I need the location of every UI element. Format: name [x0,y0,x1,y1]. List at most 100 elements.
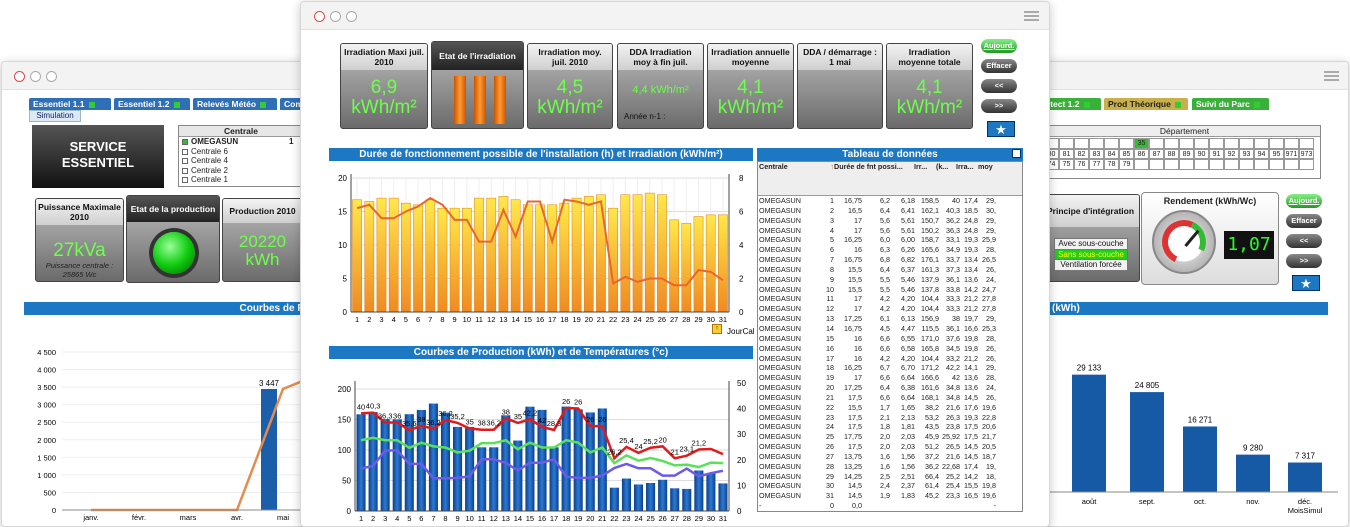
table-row[interactable]: OMEGASUN 16 16 6,6 6,58 165,8 34,5 19,8 26, [758,344,1022,354]
departement-cell[interactable]: 84 [1104,148,1119,159]
production-bar[interactable] [525,406,535,511]
table-row[interactable]: OMEGASUN 5 16,25 6,0 6,00 158,7 33,1 19,3 25,9 [758,235,1022,245]
maximize-dot[interactable] [346,11,357,22]
production-bar[interactable] [537,409,547,511]
departement-cell[interactable]: 973 [1299,148,1314,159]
table-row[interactable]: OMEGASUN 31 14,5 1,9 1,83 45,2 23,3 16,5 19,6 [758,491,1022,501]
production-bar[interactable] [621,478,631,511]
duration-bar[interactable] [669,219,679,313]
duration-bar[interactable] [718,214,728,313]
duration-bar[interactable] [474,197,484,313]
table-row[interactable]: OMEGASUN 13 17,25 6,1 6,13 156,9 38 19,7 29, [758,314,1022,324]
duration-bar[interactable] [681,222,692,313]
minimize-dot[interactable] [30,71,41,82]
tab-otect-1-2[interactable]: otect 1.2 [1041,98,1101,110]
production-bar[interactable] [380,419,390,511]
monthly-bar[interactable] [1130,392,1164,492]
duration-bar[interactable] [352,199,362,313]
departement-cell[interactable]: 95 [1269,148,1284,159]
departement-cell[interactable]: 81 [1059,148,1074,159]
duration-bar[interactable] [596,194,606,313]
production-bar[interactable] [706,473,716,511]
departement-cell[interactable]: 82 [1074,148,1089,159]
duration-bar[interactable] [401,202,411,313]
table-row[interactable]: OMEGASUN 7 16,75 6,8 6,82 176,1 33,7 13,4 26,5 [758,255,1022,265]
departement-cell[interactable] [1284,138,1299,149]
departement-cell[interactable]: 88 [1164,148,1179,159]
temp-min-line[interactable] [360,449,724,480]
centrale-item[interactable]: Centrale 1 [179,175,303,185]
table-row[interactable]: OMEGASUN 20 17,25 6,4 6,38 161,6 34,8 13,6 24, [758,383,1022,393]
departement-cell[interactable] [1089,138,1104,149]
table-row[interactable]: OMEGASUN 24 17,5 1,8 1,81 43,5 23,8 17,5 20,6 [758,422,1022,432]
duration-bar[interactable] [498,196,509,313]
departement-cell[interactable] [1164,159,1179,170]
production-bar[interactable] [658,479,668,511]
close-dot[interactable] [14,71,25,82]
table-col-duree[interactable]: Durée de fnt possi... [834,162,903,171]
production-bar[interactable] [416,409,426,511]
right-prev-button[interactable]: << [1286,234,1322,248]
temp-moy-line[interactable] [360,436,724,469]
production-bar[interactable] [440,412,451,511]
production-bar[interactable] [392,419,402,511]
principe-option[interactable]: Sans sous-couche [1054,248,1128,260]
temp-max-line[interactable] [360,406,724,461]
duration-bar[interactable] [535,204,545,313]
departement-cell[interactable] [1209,159,1224,170]
production-bar[interactable] [261,388,277,510]
departement-cell[interactable]: 92 [1224,148,1239,159]
checkbox-icon[interactable] [182,177,188,184]
center-clear-button[interactable]: Effacer [981,59,1017,73]
duration-bar[interactable] [425,199,436,313]
production-bar[interactable] [561,406,571,511]
production-bar[interactable] [368,412,378,511]
departement-cell[interactable]: 79 [1119,159,1134,170]
production-bar[interactable] [718,483,728,511]
table-row[interactable]: OMEGASUN 4 17 5,6 5,61 150,2 36,3 24,8 29, [758,226,1022,236]
duration-bar[interactable] [510,199,521,313]
production-bar[interactable] [682,488,692,511]
departement-cell[interactable]: 86 [1134,148,1149,159]
checkbox-icon[interactable] [182,139,188,145]
departement-cell[interactable]: 91 [1209,148,1224,159]
centrale-item[interactable]: Centrale 4 [179,156,303,166]
table-row[interactable]: OMEGASUN 17 16 4,2 4,20 104,4 33,2 21,2 26, [758,354,1022,364]
departement-cell[interactable]: 78 [1104,159,1119,170]
principe-option[interactable]: Ventilation forcée [1054,259,1128,271]
production-bar[interactable] [477,447,487,511]
production-bar[interactable] [670,488,680,511]
production-bar[interactable] [428,403,438,511]
production-bar[interactable] [609,487,619,511]
departement-cell[interactable]: 83 [1089,148,1104,159]
table-row[interactable]: - 0 0,0 - [758,501,1022,511]
table-row[interactable]: OMEGASUN 8 15,5 6,4 6,37 161,3 37,3 13,4 26, [758,265,1022,275]
table-row[interactable]: OMEGASUN 29 14,25 2,5 2,51 66,4 25,2 14,2 18, [758,472,1022,482]
right-today-button[interactable]: Aujourd. [1286,194,1322,208]
table-col-irr[interactable]: Irr... [914,162,928,171]
departement-cell[interactable] [1239,159,1254,170]
production-bar[interactable] [694,470,704,511]
table-row[interactable]: OMEGASUN 22 15,5 1,7 1,65 38,2 21,6 17,6 19,6 [758,403,1022,413]
minimize-dot[interactable] [330,11,341,22]
table-row[interactable]: OMEGASUN 15 16 6,6 6,55 171,0 37,6 19,8 28, [758,334,1022,344]
table-row[interactable]: OMEGASUN 1 16,75 6,2 6,18 158,5 40 17,4 29, [758,196,1022,206]
tab-essentiel-1-2[interactable]: Essentiel 1.2 [114,98,190,110]
departement-cell[interactable]: 93 [1239,148,1254,159]
table-row[interactable]: OMEGASUN 28 13,25 1,6 1,56 36,2 22,68 17,4 19, [758,462,1022,472]
duration-bar[interactable] [522,204,533,313]
departement-cell[interactable]: 35 [1134,138,1149,149]
departement-cell[interactable] [1104,138,1119,149]
departement-cell[interactable] [1224,159,1239,170]
checkbox-icon[interactable] [182,167,188,174]
right-clear-button[interactable]: Effacer [1286,214,1322,228]
duration-bar[interactable] [693,216,704,313]
principe-option[interactable]: Avec sous-couche [1054,238,1128,250]
duration-bar[interactable] [364,201,375,313]
departement-cell[interactable] [1254,159,1269,170]
production-bar[interactable] [513,440,523,511]
duration-bar[interactable] [620,194,631,313]
departement-cell[interactable]: 90 [1194,148,1209,159]
departement-cell[interactable] [1074,138,1089,149]
production-bar[interactable] [597,408,607,511]
